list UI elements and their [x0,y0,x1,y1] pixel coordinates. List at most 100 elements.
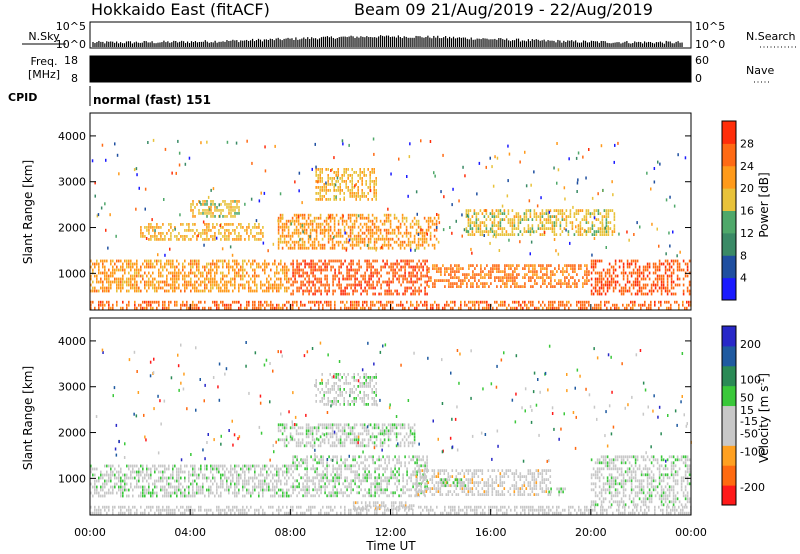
heatmap-cell [333,225,336,229]
heatmap-cell [252,485,254,489]
heatmap-cell [315,192,317,195]
heatmap-cell [358,283,360,287]
heatmap-cell [198,289,200,293]
heatmap-cell [126,494,128,498]
heatmap-cell [640,277,643,281]
heatmap-cell [246,488,248,492]
heatmap-cell [598,274,601,278]
heatmap-cell [272,482,274,486]
heatmap-cell [351,213,354,217]
heatmap-cell [565,224,568,227]
heatmap-cell [98,476,100,480]
heatmap-cell [172,470,174,474]
heatmap-cell [404,271,406,275]
heatmap-cell [94,262,96,266]
heatmap-cell [432,282,434,285]
heatmap-cell [516,300,518,304]
heatmap-cell [523,215,526,218]
heatmap-cell [156,262,158,266]
heatmap-cell [94,274,96,278]
heatmap-cell [436,267,438,270]
heatmap-cell [294,464,296,468]
heatmap-cell [434,264,436,267]
heatmap-cell [371,246,374,250]
heatmap-cell [508,238,510,242]
heatmap-cell [408,259,410,263]
heatmap-cell [316,300,318,304]
heatmap-cell [310,265,312,269]
heatmap-cell [334,300,336,304]
heatmap-cell [444,306,446,310]
heatmap-cell [593,237,596,240]
heatmap-cell [512,270,514,273]
heatmap-cell [294,268,296,272]
heatmap-cell [315,225,318,229]
heatmap-cell [389,219,392,223]
heatmap-cell [106,289,108,293]
heatmap-cell [427,225,430,229]
heatmap-cell [320,292,322,296]
heatmap-cell [381,246,384,250]
heatmap-cell [414,286,416,290]
heatmap-cell [202,212,204,215]
heatmap-cell [602,277,605,281]
heatmap-cell [372,271,374,275]
heatmap-cell [132,274,134,278]
heatmap-cell [532,303,534,307]
heatmap-cell [648,265,651,269]
heatmap-cell [347,177,349,180]
heatmap-cell [377,234,380,238]
heatmap-cell [669,244,671,248]
heatmap-cell [607,215,610,218]
heatmap-cell [416,274,418,278]
heatmap-cell [248,283,250,287]
heatmap-cell [569,209,572,212]
heatmap-cell [248,303,250,307]
heatmap-cell [160,235,162,238]
heatmap-cell [409,240,412,244]
heatmap-cell [234,232,236,235]
heatmap-cell [300,274,302,278]
heatmap-cell [386,300,388,304]
heatmap-cell [264,145,266,149]
heatmap-cell [366,300,368,304]
heatmap-cell [460,285,462,288]
heatmap-cell [196,303,198,307]
heatmap-cell [110,262,112,266]
heatmap-cell [293,240,296,244]
heatmap-cell [274,271,276,275]
heatmap-cell [270,300,272,304]
heatmap-cell [116,259,118,263]
heatmap-cell [350,300,352,304]
heatmap-cell [550,300,552,304]
heatmap-cell [354,184,356,188]
heatmap-cell [586,306,588,310]
heatmap-cell [409,243,412,247]
heatmap-cell [386,271,388,275]
heatmap-cell [492,184,495,188]
heatmap-cell [323,231,326,235]
heatmap-cell [148,491,150,495]
heatmap-cell [174,300,176,304]
heatmap-cell [367,186,369,189]
heatmap-cell [483,230,486,233]
heatmap-cell [294,488,296,492]
heatmap-cell [589,215,592,218]
heatmap-cell [624,306,626,310]
heatmap-cell [385,219,388,223]
heatmap-cell [152,138,155,142]
heatmap-cell [194,271,196,275]
heatmap-cell [308,283,310,287]
heatmap-cell [306,488,308,492]
heatmap-cell [514,276,516,279]
heatmap-cell [160,259,162,263]
heatmap-cell [587,209,590,212]
heatmap-cell [138,268,140,272]
heatmap-cell [528,276,530,279]
heatmap-cell [329,234,332,238]
heatmap-cell [604,292,607,296]
heatmap-cell [210,286,212,290]
heatmap-cell [206,229,208,232]
heatmap-cell [358,303,360,307]
heatmap-cell [572,282,574,285]
